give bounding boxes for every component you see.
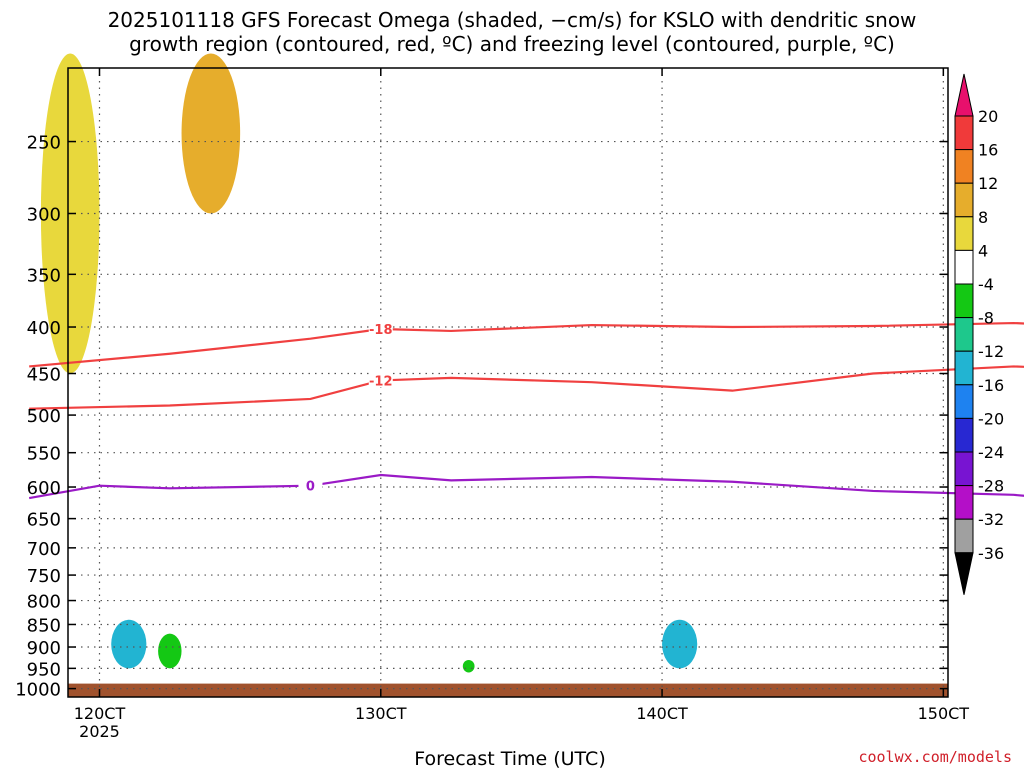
omega-region [181, 53, 241, 214]
omega-shading-layer [40, 53, 698, 673]
x-tick-label: 130CT [355, 704, 407, 723]
y-tick-label: 950 [27, 659, 61, 680]
x-axis-label: Forecast Time (UTC) [414, 748, 605, 768]
y-tick-label: 650 [27, 510, 61, 531]
y-tick-label: 250 [27, 133, 61, 154]
colorbar-label: 16 [978, 141, 998, 160]
colorbar-swatch [954, 149, 974, 184]
contour--18 [29, 321, 1024, 368]
colorbar-label: -24 [978, 443, 1004, 462]
y-tick-label: 850 [27, 615, 61, 636]
colorbar-swatch [954, 384, 974, 419]
colorbar-swatch [954, 115, 974, 151]
y-tick-label: 500 [27, 406, 61, 427]
plot-frame [67, 67, 949, 698]
omega-region [662, 619, 698, 669]
colorbar-label: -4 [978, 275, 994, 294]
y-tick-label: 550 [27, 444, 61, 465]
ground-surface [68, 683, 948, 697]
ground-layer [68, 683, 948, 697]
colorbar-swatch [954, 485, 974, 520]
axes-layer: 2503003504004505005506006507007508008509… [15, 67, 970, 741]
colorbar-swatch [954, 216, 974, 251]
colorbar-bottom-arrow [954, 552, 974, 595]
contour--12 [29, 365, 1024, 410]
y-tick-label: 400 [27, 318, 61, 339]
colorbar-label: 12 [978, 174, 998, 193]
x-tick-label: 150CT [918, 704, 970, 723]
colorbar-top-arrow [954, 73, 974, 117]
x-tick-label: 120CT [74, 704, 126, 723]
colorbar-label: -28 [978, 477, 1004, 496]
chart-title-line-1: 2025101118 GFS Forecast Omega (shaded, −… [107, 8, 917, 32]
colorbar-label: -8 [978, 309, 994, 328]
y-tick-label: 900 [27, 638, 61, 659]
x-tick-label: 140CT [636, 704, 688, 723]
y-tick-label: 800 [27, 592, 61, 613]
colorbar-swatch [954, 350, 974, 386]
colorbar-swatch [954, 283, 974, 319]
contour-label: 0 [306, 480, 315, 495]
colorbar-label: 8 [978, 208, 988, 227]
y-tick-label: 1000 [15, 680, 61, 701]
grid-layer [68, 68, 948, 697]
y-tick-label: 350 [27, 265, 61, 286]
contour-label-bg [368, 372, 393, 388]
colorbar-swatch [954, 249, 974, 285]
contour-layer: -18-18-18-12-12-12000 [28, 320, 1024, 500]
colorbar-label: -12 [978, 342, 1004, 361]
y-tick-label: 300 [27, 205, 61, 226]
y-tick-label: 750 [27, 566, 61, 587]
contour-label: -12 [369, 374, 393, 389]
colorbar-label: -32 [978, 510, 1004, 529]
colorbar-swatch [954, 417, 974, 453]
x-tick-sublabel: 2025 [79, 722, 120, 741]
contour-label: -18 [369, 323, 393, 338]
colorbar-label: 20 [978, 107, 998, 126]
y-tick-label: 700 [27, 539, 61, 560]
watermark: coolwx.com/models [858, 748, 1012, 766]
contour-label-bg [298, 477, 323, 493]
colorbar: 20 16 12 8 4 -4 -8 -12 -16 -20 -24 -28 -32 -36 [954, 73, 1004, 595]
colorbar-swatch [954, 451, 974, 487]
omega-region [462, 659, 475, 673]
y-tick-label: 600 [27, 478, 61, 499]
colorbar-swatch [954, 518, 974, 554]
y-tick-label: 450 [27, 365, 61, 386]
chart-title-line-2: growth region (contoured, red, ºC) and f… [129, 32, 895, 56]
contour-label-bg [368, 320, 393, 336]
colorbar-swatch [954, 317, 974, 352]
colorbar-label: -36 [978, 544, 1004, 563]
colorbar-label: -16 [978, 376, 1004, 395]
omega-region [158, 633, 182, 669]
colorbar-label: 4 [978, 241, 988, 260]
omega-region [111, 619, 147, 669]
colorbar-swatch [954, 182, 974, 218]
contour-0 [28, 473, 1024, 500]
colorbar-label: -20 [978, 409, 1004, 428]
